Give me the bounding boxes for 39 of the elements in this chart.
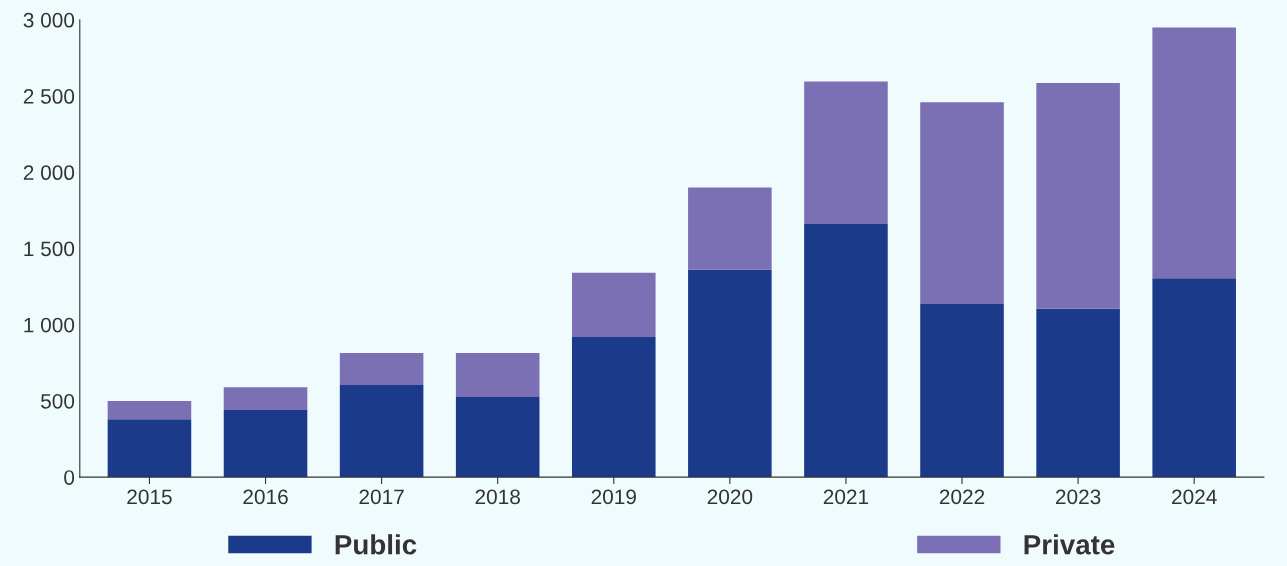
x-tick-label: 2021 xyxy=(823,489,869,505)
bar xyxy=(339,384,424,478)
bar xyxy=(1036,308,1120,478)
bar xyxy=(688,187,772,270)
x-tick-label: 2023 xyxy=(1055,489,1101,505)
bar xyxy=(920,304,1004,478)
x-tick-label: 2022 xyxy=(939,489,985,505)
bar xyxy=(455,397,540,478)
x-tick-label: 2020 xyxy=(707,489,753,505)
x-tick-label: 2018 xyxy=(475,489,520,505)
x-tick-label: 2016 xyxy=(243,489,288,505)
bar xyxy=(223,410,308,478)
y-tick-label: 3 000 xyxy=(23,12,75,28)
bar xyxy=(339,352,424,385)
bar xyxy=(1036,83,1120,309)
bar xyxy=(107,400,192,420)
x-tick-label: 2024 xyxy=(1172,489,1217,505)
x-tick-label: 2017 xyxy=(359,489,404,505)
bar xyxy=(223,387,308,411)
y-tick-label: 1 500 xyxy=(24,241,75,257)
bar xyxy=(107,419,192,478)
bar xyxy=(1152,278,1236,478)
y-tick-label: 1 000 xyxy=(24,317,75,333)
bar xyxy=(804,81,888,225)
bar xyxy=(571,272,656,337)
y-tick-label: 2 000 xyxy=(23,165,75,181)
x-tick-label: 2019 xyxy=(591,489,636,505)
legend-label: Public xyxy=(335,534,417,555)
bar xyxy=(920,102,1004,305)
y-tick-label: 2 500 xyxy=(23,89,75,104)
y-tick-label: 500 xyxy=(41,393,75,409)
bar xyxy=(804,224,888,478)
bar xyxy=(571,336,656,478)
bar xyxy=(688,269,772,478)
bar xyxy=(455,352,540,398)
y-tick-label: 0 xyxy=(64,470,75,485)
legend-label: Private xyxy=(1024,534,1115,555)
x-tick-label: 2015 xyxy=(127,489,172,505)
bar xyxy=(1152,27,1236,279)
